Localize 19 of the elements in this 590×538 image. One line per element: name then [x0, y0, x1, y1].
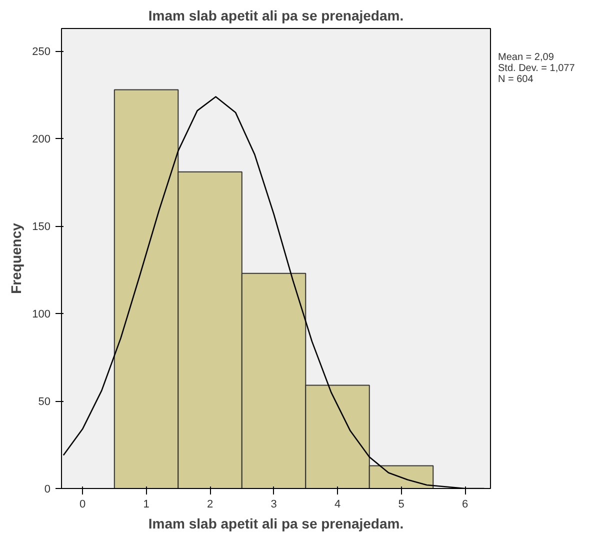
y-tick-label: 0 [44, 484, 51, 496]
x-tick-label: 0 [79, 498, 86, 510]
text: Std. Dev. = 1,077 [498, 63, 575, 74]
y-tick-label: 200 [32, 134, 51, 146]
y-tick-label: 250 [32, 46, 51, 58]
x-tick-label: 4 [334, 498, 341, 510]
x-tick-label: 2 [206, 498, 214, 510]
y-axis-title: Frequency [8, 222, 24, 294]
x-tick-label: 3 [270, 498, 277, 510]
text: Mean = 2,09 [498, 52, 554, 63]
text: N = 604 [498, 74, 534, 85]
y-tick-label: 100 [32, 308, 51, 321]
x-tick-label: 5 [398, 498, 404, 510]
x-tick-label: 1 [143, 498, 150, 510]
x-axis-title: Imam slab apetit ali pa se prenajedam. [148, 516, 404, 532]
y-tick-label: 50 [38, 396, 51, 408]
x-tick-label: 6 [462, 498, 468, 510]
y-tick-label: 150 [32, 221, 51, 234]
chart-title: Imam slab apetit ali pa se prenajedam. [148, 8, 404, 24]
